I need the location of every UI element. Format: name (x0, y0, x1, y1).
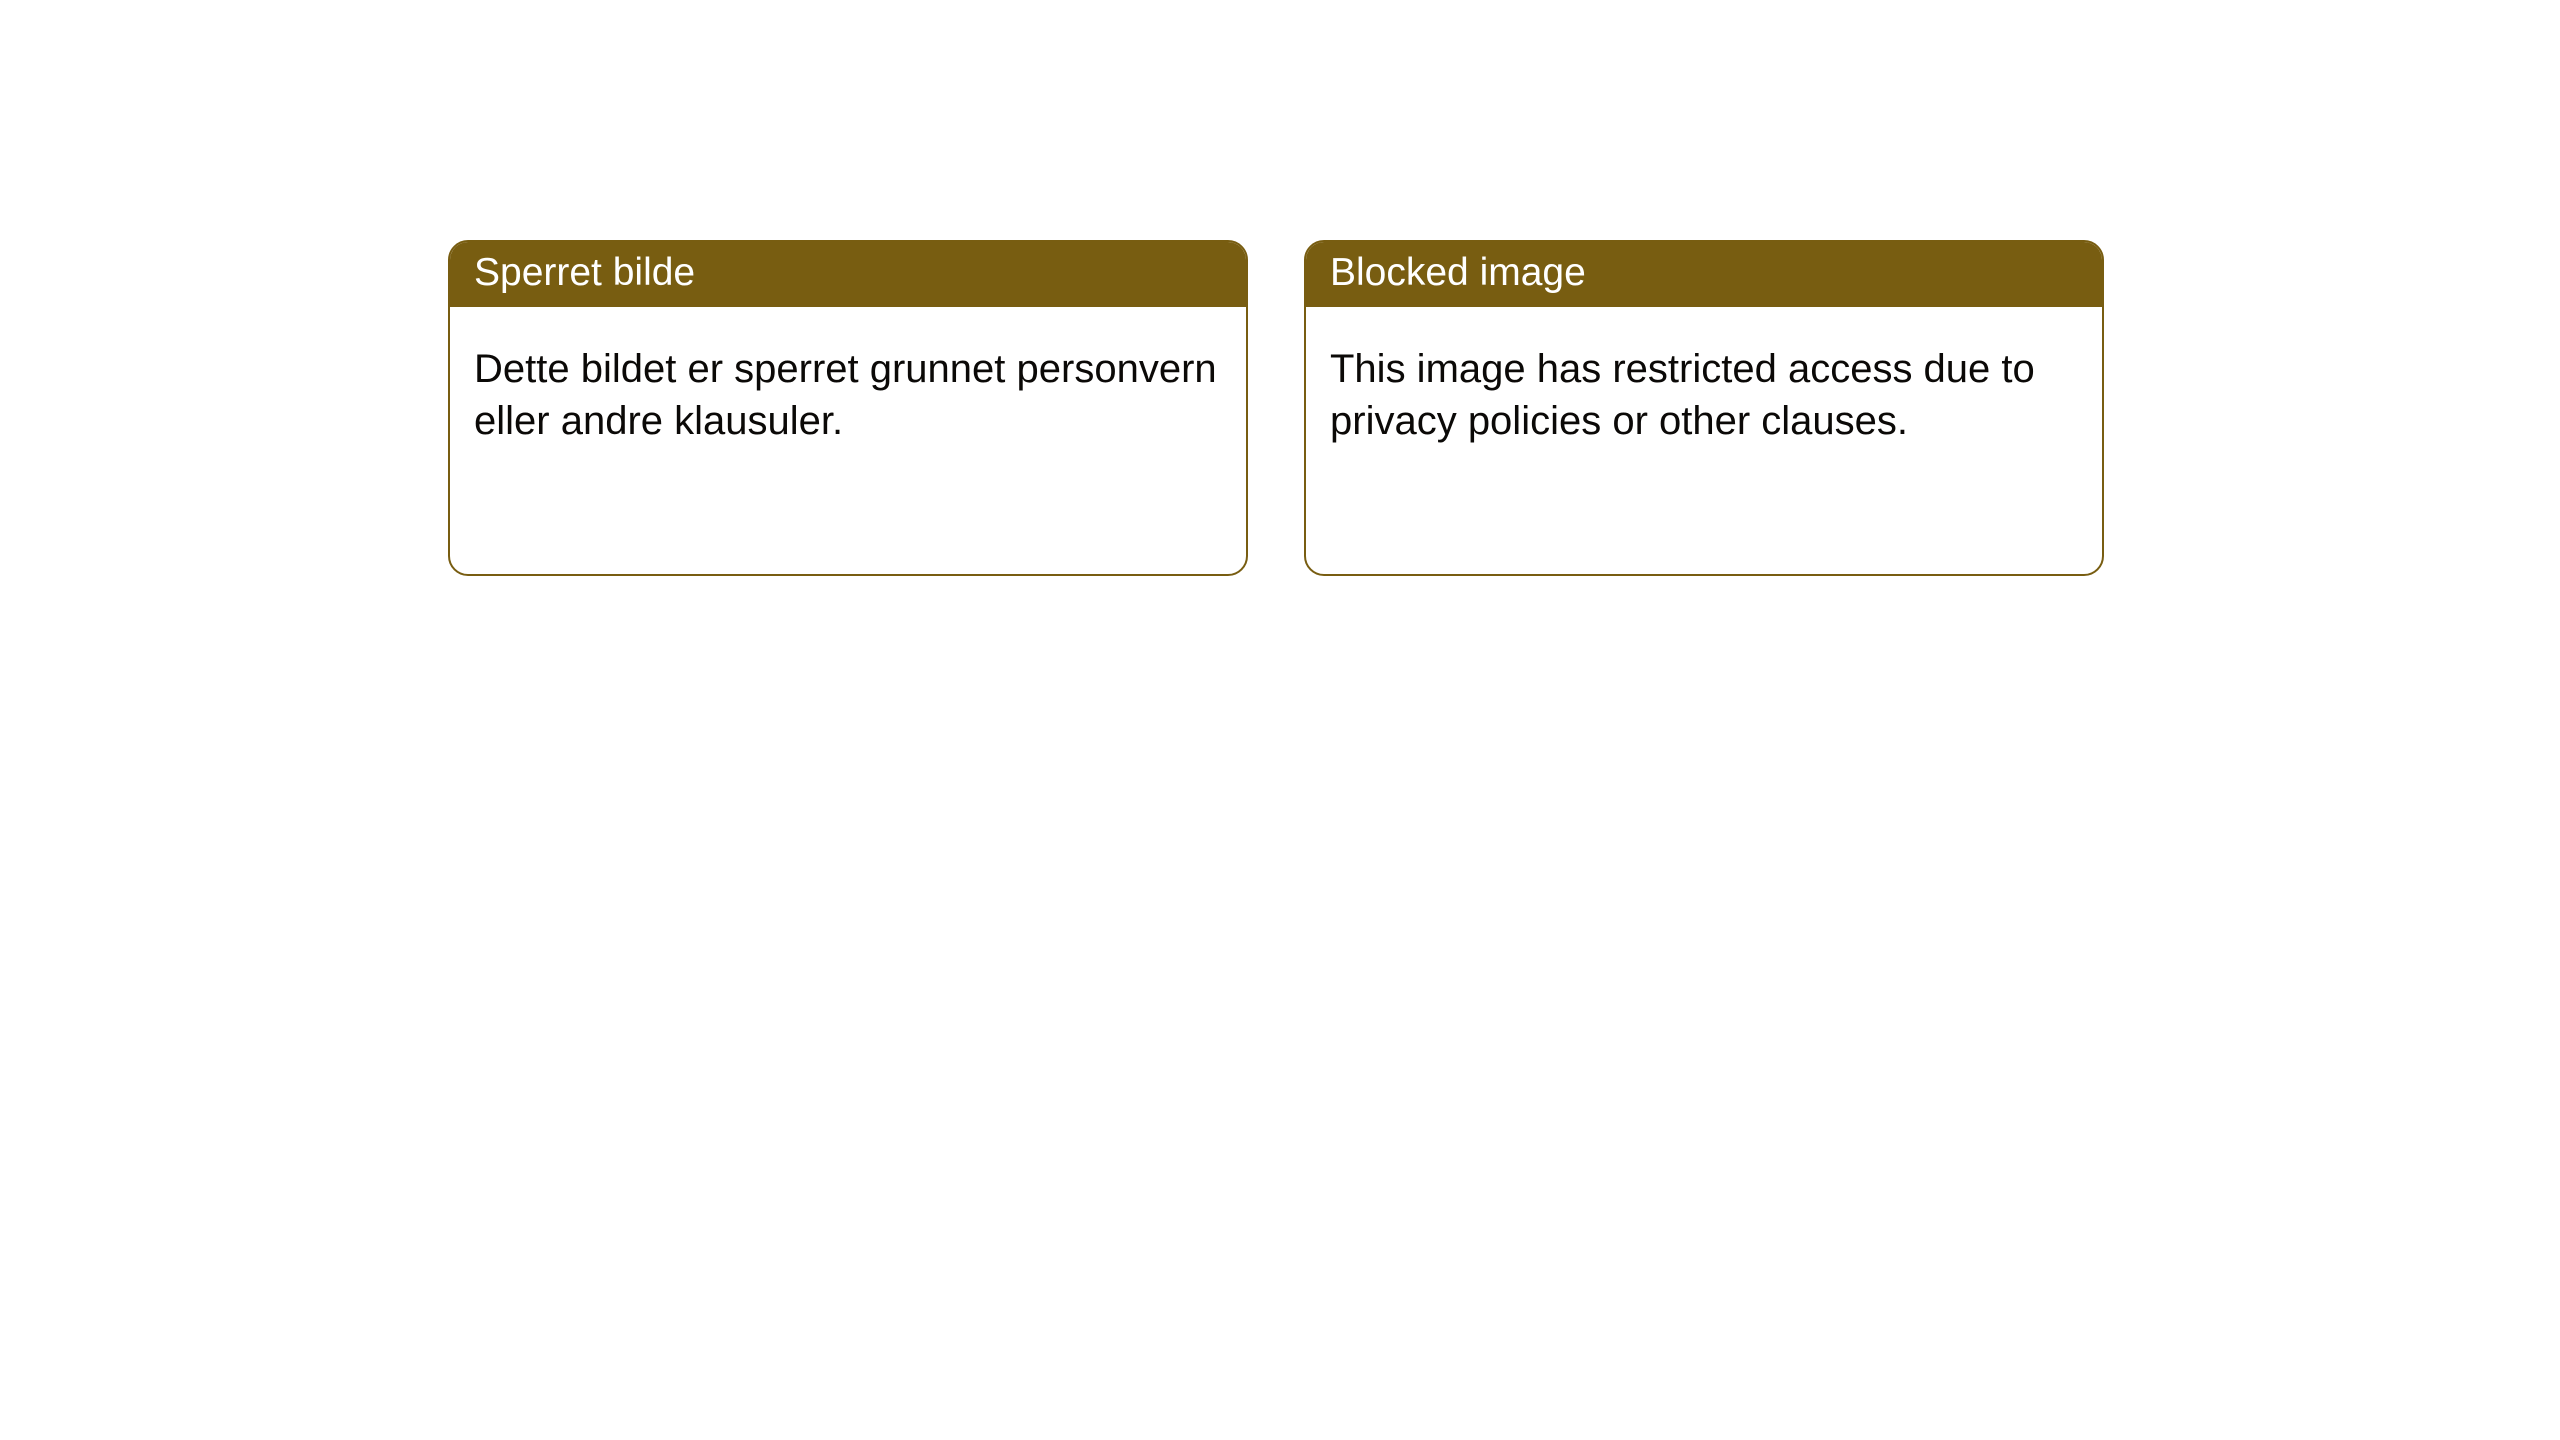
notice-header: Sperret bilde (450, 242, 1246, 307)
notice-body: Dette bildet er sperret grunnet personve… (450, 307, 1246, 471)
notice-header: Blocked image (1306, 242, 2102, 307)
notice-body: This image has restricted access due to … (1306, 307, 2102, 471)
notice-container: Sperret bilde Dette bildet er sperret gr… (448, 240, 2104, 576)
notice-card-english: Blocked image This image has restricted … (1304, 240, 2104, 576)
notice-card-norwegian: Sperret bilde Dette bildet er sperret gr… (448, 240, 1248, 576)
